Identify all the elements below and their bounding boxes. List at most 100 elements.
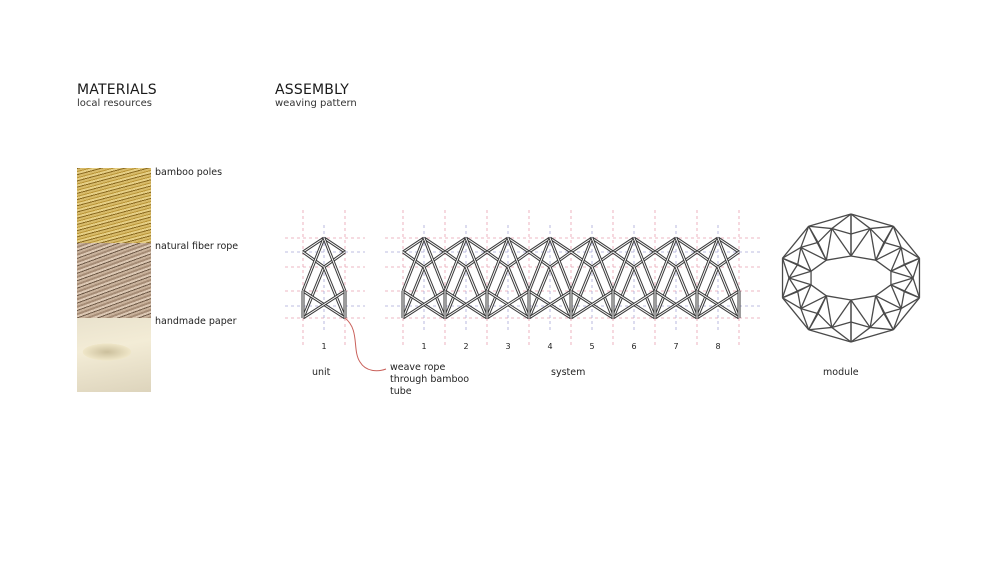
module-strut [831, 213, 852, 230]
bamboo-bar-highlight [654, 237, 677, 292]
system-number: 8 [715, 342, 721, 351]
module-strut [900, 246, 920, 259]
bamboo-bar-highlight [633, 237, 656, 253]
bamboo-bar-highlight [423, 251, 446, 268]
bamboo-bar-highlight [717, 251, 740, 268]
paper-image [77, 318, 151, 392]
module-strut [883, 225, 894, 243]
bamboo-bar-highlight [570, 290, 614, 319]
system-number: 4 [547, 342, 553, 351]
module-strut [912, 258, 921, 279]
bamboo-bar-highlight [465, 266, 488, 319]
module-strut [890, 284, 905, 293]
module-strut [900, 247, 905, 265]
module-strut [788, 277, 799, 292]
bamboo-bar-highlight [444, 266, 467, 319]
module-strut [817, 295, 827, 314]
unit-label: unit [312, 367, 331, 378]
module-strut [890, 247, 902, 272]
bamboo-bar-highlight [423, 266, 446, 319]
bamboo-bar-highlight [654, 251, 677, 268]
bamboo-bar-highlight [654, 290, 698, 319]
module-strut [808, 326, 832, 331]
bamboo-bar-highlight [423, 237, 446, 253]
module-strut [800, 247, 812, 272]
bamboo-bar-highlight [323, 237, 346, 292]
rope-annotation: weave rope through bamboo tube [390, 362, 469, 398]
bamboo-bar-highlight [633, 251, 656, 268]
unit-number: 1 [321, 342, 327, 351]
bamboo-bar-highlight [528, 237, 551, 292]
module-strut [800, 307, 819, 315]
system-label: system [551, 367, 586, 378]
bamboo-bar-highlight [486, 251, 509, 268]
module-strut [875, 295, 885, 314]
module-strut [883, 307, 902, 315]
bamboo-bar-highlight [654, 266, 677, 319]
bamboo-bar-highlight [696, 237, 719, 292]
module-strut [850, 213, 871, 230]
module-strut [831, 227, 852, 235]
bamboo-bar-highlight [591, 251, 614, 268]
bamboo-bar-highlight [507, 266, 530, 319]
bamboo-bar-highlight [507, 237, 530, 292]
annotation-line: weave rope [390, 362, 446, 373]
module-strut [875, 242, 885, 261]
bamboo-bar-highlight [528, 251, 551, 268]
bamboo-bar-highlight [570, 237, 593, 253]
bamboo-bar-highlight [486, 237, 509, 253]
bamboo-bar-highlight [402, 237, 425, 292]
bamboo-bar-highlight [675, 237, 698, 292]
module-strut [875, 246, 902, 261]
bamboo-bar-highlight [696, 290, 740, 319]
module-strut [800, 295, 827, 310]
bamboo-bar-highlight [528, 290, 572, 319]
bamboo-bar-highlight [633, 266, 656, 319]
system-number: 2 [463, 342, 469, 351]
module-strut [788, 277, 812, 286]
module-strut [782, 257, 798, 266]
assembly-title: ASSEMBLY [275, 82, 349, 98]
bamboo-bar-highlight [654, 237, 677, 253]
module-strut [808, 225, 819, 243]
bamboo-bar-highlight [612, 290, 656, 319]
bamboo-bar-highlight [486, 237, 509, 292]
bamboo-bar-highlight [696, 251, 719, 268]
bamboo-bar-highlight [402, 237, 425, 253]
module-strut [850, 255, 876, 261]
system-number: 1 [421, 342, 427, 351]
bamboo-bar-highlight [570, 266, 593, 319]
bamboo-bar-highlight [549, 251, 572, 268]
module-strut [892, 225, 920, 259]
module-strut [869, 228, 885, 243]
module-strut [808, 313, 819, 331]
module-strut [883, 313, 894, 331]
bamboo-bar-highlight [675, 251, 698, 268]
module-strut [850, 321, 871, 329]
material-label-bamboo: bamboo poles [155, 167, 223, 178]
module-strut [797, 291, 802, 309]
bamboo-bar-highlight [323, 266, 346, 319]
module-strut [890, 270, 914, 279]
module-strut [850, 295, 876, 301]
bamboo-bar-highlight [302, 237, 325, 292]
module-strut [903, 277, 914, 292]
module-strut [831, 321, 852, 329]
module-strut [890, 284, 902, 309]
module-strut [869, 228, 877, 261]
module-strut [800, 284, 812, 309]
module-strut [826, 255, 852, 261]
module-strut [890, 277, 914, 286]
bamboo-bar-highlight [675, 266, 698, 319]
module-strut [817, 313, 833, 328]
module-strut [831, 326, 852, 343]
module-strut [788, 270, 812, 279]
rope-leader-line [344, 317, 387, 372]
module-strut [782, 297, 802, 310]
system-number: 5 [589, 342, 595, 351]
module-strut [826, 295, 852, 301]
bamboo-bar-highlight [465, 237, 488, 253]
module-strut [825, 228, 833, 261]
bamboo-bar-highlight [444, 290, 488, 319]
assembly-subtitle: weaving pattern [275, 98, 357, 109]
